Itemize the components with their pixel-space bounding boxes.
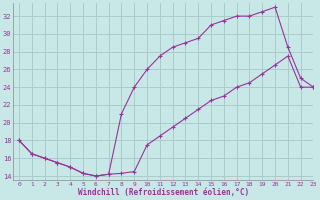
X-axis label: Windchill (Refroidissement éolien,°C): Windchill (Refroidissement éolien,°C) xyxy=(77,188,249,197)
